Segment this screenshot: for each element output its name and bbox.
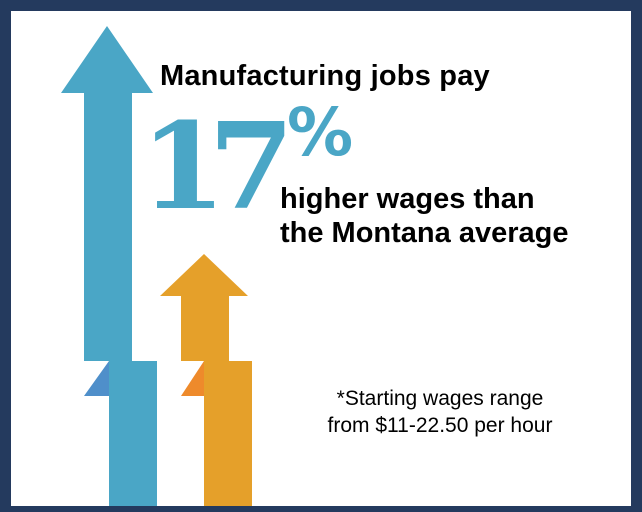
stat-number: 17 [140,97,295,237]
subline-line-1: higher wages than [280,183,535,215]
orange-up-arrow-icon [160,254,252,506]
headline: Manufacturing jobs pay [160,60,490,92]
stat-percent-sign: % [287,94,354,171]
arrow-graphics [61,26,252,506]
footnote-line-1: *Starting wages range [336,387,544,410]
subline-line-2: the Montana average [280,217,569,249]
footnote-line-2: from $11-22.50 per hour [327,414,553,437]
blue-up-arrow-icon [61,26,157,506]
